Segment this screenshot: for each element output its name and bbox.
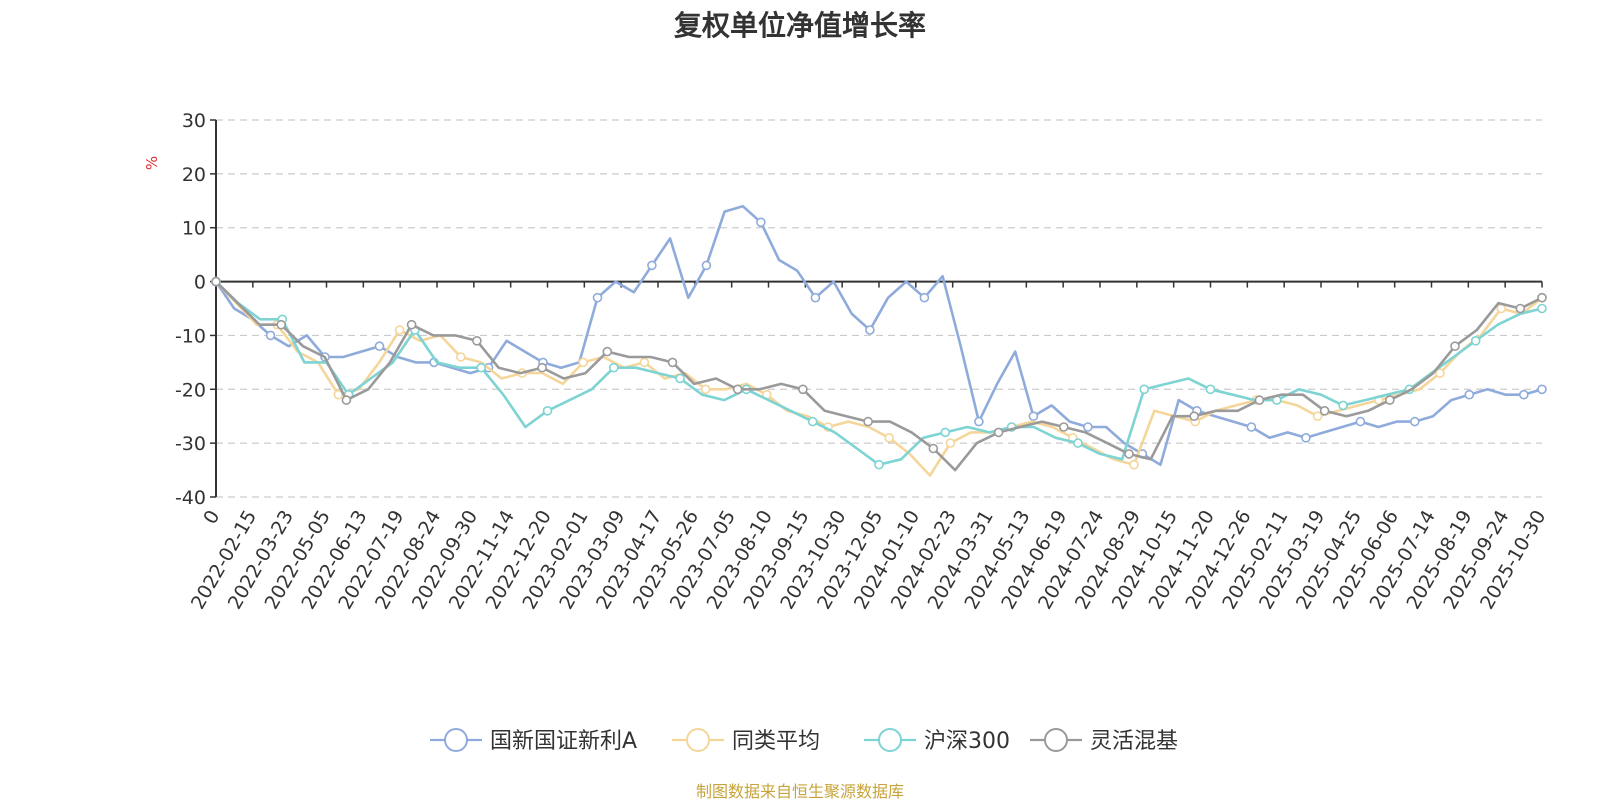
- series-point: [592, 292, 603, 303]
- series-point: [1028, 411, 1039, 422]
- series-point: [472, 335, 482, 346]
- y-tick-label: 30: [182, 110, 206, 132]
- legend-label: 灵活混基: [1090, 729, 1178, 754]
- series-point: [276, 319, 287, 330]
- y-axis-unit: %: [143, 156, 161, 170]
- series-point: [1189, 411, 1199, 422]
- series-point: [265, 330, 276, 341]
- series-point: [1129, 459, 1139, 470]
- series-point: [928, 443, 939, 454]
- series-point: [1139, 384, 1149, 395]
- series-point: [578, 357, 589, 368]
- y-tick-label: 10: [182, 218, 206, 240]
- series-point: [732, 384, 743, 395]
- legend-label: 国新国证新利A: [490, 729, 637, 754]
- series-point: [602, 346, 613, 357]
- legend-marker: [878, 728, 902, 752]
- series-point: [1312, 411, 1323, 422]
- y-tick-label: 20: [182, 164, 206, 186]
- series-point: [211, 276, 221, 287]
- series-point: [647, 260, 657, 271]
- series-point: [639, 357, 650, 368]
- series-line-3: [215, 280, 1543, 472]
- series-point: [675, 373, 685, 384]
- legend-item-2[interactable]: 沪深300: [864, 728, 1010, 754]
- series-point: [341, 395, 352, 405]
- series-line-2: [215, 280, 1543, 466]
- series-point: [374, 341, 385, 352]
- legend-item-1[interactable]: 同类平均: [672, 728, 820, 754]
- series-point: [940, 427, 951, 438]
- series-point: [1470, 335, 1481, 346]
- chart-title: 复权单位净值增长率: [673, 9, 926, 42]
- series-point: [1073, 438, 1083, 448]
- legend[interactable]: 国新国证新利A 同类平均 沪深300 灵活混基: [430, 728, 1178, 754]
- series-point: [700, 384, 711, 395]
- y-tick-label: -20: [175, 379, 206, 401]
- series-point: [394, 325, 405, 335]
- series-line-1: [215, 280, 1543, 477]
- series-point: [1319, 405, 1330, 416]
- series-point: [884, 432, 895, 443]
- legend-item-3[interactable]: 灵活混基: [1030, 728, 1178, 754]
- series-point: [1301, 432, 1311, 443]
- series-point: [863, 416, 873, 427]
- y-tick-label: -40: [175, 487, 206, 509]
- source-note: 制图数据来自恒生聚源数据库: [695, 782, 904, 801]
- legend-marker: [686, 728, 710, 752]
- series-point: [1435, 368, 1445, 378]
- series-point: [945, 438, 956, 448]
- axes: 3020100-10-20-30-40%02022-02-152022-03-2…: [143, 110, 1550, 613]
- series-point: [1450, 341, 1460, 352]
- series-point: [1205, 384, 1216, 395]
- legend-item-0[interactable]: 国新国证新利A: [430, 728, 637, 754]
- series-point: [1519, 389, 1529, 400]
- series-point: [919, 292, 930, 303]
- series-point: [1246, 422, 1257, 432]
- series-point: [1385, 395, 1395, 405]
- series-point: [701, 260, 712, 271]
- grid-lines: [216, 119, 1542, 498]
- series-point: [874, 459, 884, 470]
- legend-label: 沪深300: [924, 729, 1010, 754]
- series-point: [1515, 303, 1526, 314]
- series-lines: [211, 204, 1547, 477]
- series-point: [608, 362, 619, 373]
- legend-marker: [1044, 728, 1068, 752]
- series-point: [1124, 449, 1134, 459]
- series-point: [1537, 384, 1547, 395]
- series-point: [455, 352, 466, 362]
- series-point: [1410, 416, 1420, 427]
- series-point: [1254, 395, 1265, 405]
- series-point: [537, 362, 547, 373]
- series-point: [1338, 400, 1348, 411]
- series-point: [1083, 422, 1093, 432]
- series-point: [756, 217, 766, 228]
- y-tick-label: 0: [194, 272, 206, 294]
- series-point: [1464, 389, 1475, 400]
- legend-marker: [444, 728, 468, 752]
- series-point: [993, 427, 1004, 438]
- y-tick-label: -30: [175, 433, 206, 455]
- series-point: [807, 416, 818, 427]
- series-point: [406, 319, 417, 330]
- series-point: [1059, 422, 1069, 432]
- series-point: [810, 292, 821, 303]
- series-point: [865, 325, 875, 335]
- series-point: [476, 362, 487, 373]
- series-point: [667, 357, 678, 368]
- legend-label: 同类平均: [732, 729, 820, 754]
- x-tick-label: 0: [199, 507, 224, 528]
- series-point: [542, 405, 553, 416]
- series-point: [798, 384, 808, 395]
- y-tick-label: -10: [175, 325, 206, 347]
- series-point: [1537, 303, 1547, 314]
- series-point: [1355, 416, 1366, 427]
- series-point: [974, 416, 984, 427]
- series-point: [1537, 292, 1547, 303]
